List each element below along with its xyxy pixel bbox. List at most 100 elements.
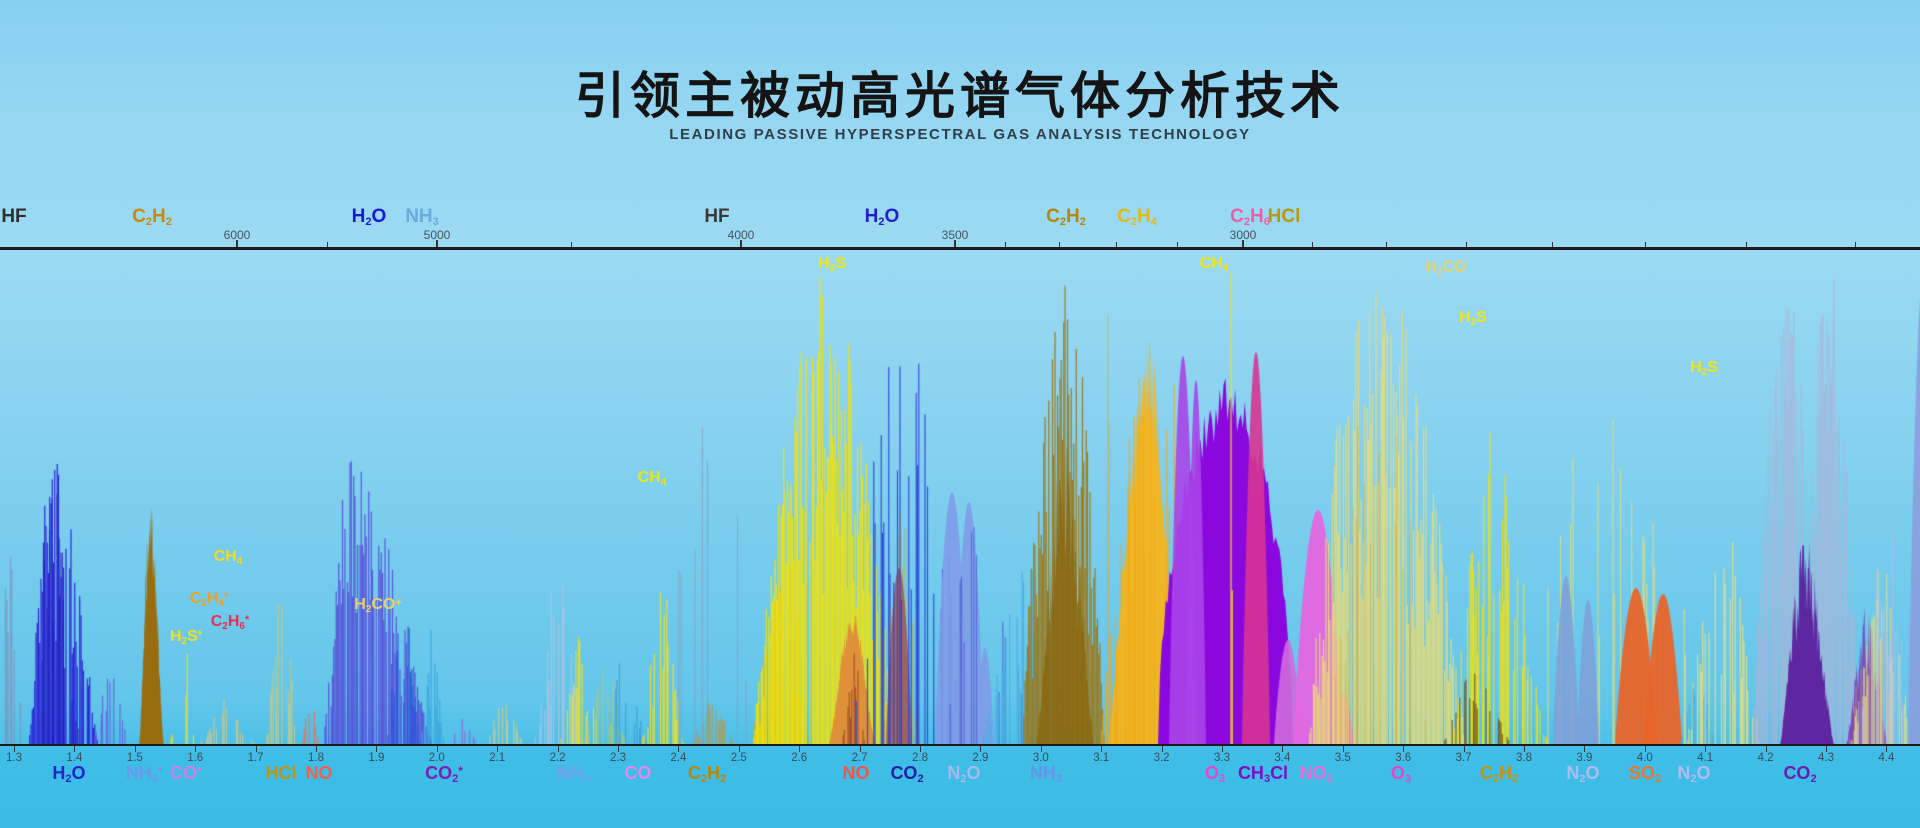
- top-gas-label-H2O: H2O: [351, 206, 387, 228]
- wavelength-label-3.5: 3.5: [1334, 752, 1351, 764]
- bottom-gas-label-CO2*: CO2*: [425, 763, 463, 785]
- spectra-canvas: [0, 249, 1920, 747]
- page-subtitle: LEADING PASSIVE HYPERSPECTRAL GAS ANALYS…: [669, 126, 1251, 143]
- wavelength-tick-2.0: [436, 746, 438, 752]
- wavenumber-tick-4000: [740, 240, 742, 247]
- wavenumber-minor-tick: [1005, 242, 1006, 247]
- bottom-gas-label-SO2: SO2: [1628, 763, 1662, 785]
- wavelength-tick-3.5: [1342, 746, 1344, 752]
- wavenumber-minor-tick: [571, 242, 572, 247]
- plot-gas-label-C2H4*: C2H4*: [189, 590, 229, 609]
- bottom-gas-label-C2H2: C2H2: [1479, 763, 1519, 785]
- wavelength-label-2.5: 2.5: [730, 752, 747, 764]
- wavenumber-label-4000: 4000: [727, 228, 755, 242]
- wavelength-label-3.7: 3.7: [1455, 752, 1472, 764]
- wavelength-label-3.8: 3.8: [1516, 752, 1532, 764]
- plot-gas-label-H2S: H2S: [1459, 309, 1487, 328]
- bottom-gas-label-CO*: CO*: [170, 763, 202, 783]
- top-gas-label-HCl: HCl: [1267, 206, 1301, 227]
- wavenumber-minor-tick: [1645, 242, 1646, 247]
- wavenumber-minor-tick: [1059, 242, 1060, 247]
- bottom-gas-label-N2O: N2O: [947, 763, 981, 785]
- top-gas-label-C2H2: C2H2: [132, 206, 172, 228]
- wavelength-tick-2.4: [678, 746, 680, 752]
- wavelength-label-2.4: 2.4: [670, 752, 687, 764]
- top-gas-label-NH3: NH3: [405, 206, 439, 228]
- bottom-gas-label-N2O: N2O: [1677, 763, 1711, 785]
- wavenumber-label-3000: 3000: [1229, 228, 1257, 242]
- bottom-gas-label-O3: O3: [1390, 763, 1412, 785]
- wavenumber-minor-tick: [1116, 242, 1117, 247]
- wavenumber-tick-3000: [1242, 240, 1244, 247]
- wavelength-tick-1.8: [316, 746, 317, 752]
- top-gas-label-H2O: H2O: [864, 206, 900, 228]
- wavelength-label-2.2: 2.2: [549, 752, 566, 764]
- wavenumber-minor-tick: [1746, 242, 1747, 247]
- wavelength-tick-2.8: [920, 746, 921, 752]
- wavelength-label-2.8: 2.8: [912, 752, 928, 764]
- wavelength-label-1.4: 1.4: [66, 752, 83, 764]
- wavelength-tick-3.4: [1282, 746, 1284, 752]
- top-gas-label-C2H2: C2H2: [1046, 206, 1086, 228]
- wavelength-tick-4.2: [1765, 746, 1767, 752]
- wavenumber-tick-3500: [954, 240, 956, 247]
- bottom-gas-label-CH3Cl: CH3Cl: [1237, 763, 1289, 785]
- wavelength-label-2.0: 2.0: [428, 752, 445, 764]
- bottom-gas-label-CO2: CO2: [1783, 763, 1817, 785]
- wavelength-label-2.6: 2.6: [791, 752, 808, 764]
- plot-gas-label-CH4: CH4: [213, 548, 243, 567]
- wavelength-tick-3.6: [1403, 746, 1405, 752]
- wavenumber-label-6000: 6000: [223, 228, 251, 242]
- wavelength-label-1.7: 1.7: [247, 752, 264, 764]
- wavelength-label-3.2: 3.2: [1153, 752, 1170, 764]
- wavelength-label-1.8: 1.8: [308, 752, 324, 764]
- wavelength-tick-1.9: [376, 746, 378, 752]
- bottom-gas-label-H2O: H2O: [52, 763, 86, 785]
- wavelength-tick-2.9: [980, 746, 982, 752]
- wavelength-tick-2.5: [738, 746, 740, 752]
- bottom-axis-line: [0, 744, 1920, 746]
- bottom-gas-label-CO: CO: [624, 763, 652, 783]
- bottom-gas-label-NH3*: NH3*: [125, 763, 163, 785]
- plot-gas-label-H2CO: H2CO: [1425, 259, 1467, 278]
- bottom-gas-label-N2O: N2O: [1566, 763, 1600, 785]
- bottom-gas-label-NO2: NO2: [1299, 763, 1333, 785]
- page-title: 引领主被动高光谱气体分析技术: [575, 68, 1345, 124]
- wavelength-tick-3.7: [1463, 746, 1465, 752]
- wavelength-tick-1.3: [14, 746, 15, 752]
- wavelength-tick-3.1: [1101, 746, 1103, 752]
- wavelength-tick-1.4: [74, 746, 76, 752]
- bottom-gas-label-NO: NO: [842, 763, 870, 783]
- wavelength-label-1.9: 1.9: [368, 752, 385, 764]
- wavenumber-minor-tick: [1552, 242, 1553, 247]
- wavelength-label-3.4: 3.4: [1274, 752, 1291, 764]
- plot-gas-label-C2H6*: C2H6*: [210, 613, 250, 632]
- bottom-gas-label-C2H2: C2H2: [687, 763, 727, 785]
- wavelength-tick-4.1: [1705, 746, 1707, 752]
- bottom-gas-label-CO2: CO2: [890, 763, 924, 785]
- wavenumber-minor-tick: [327, 242, 328, 247]
- plot-gas-label-H2S: H2S: [1690, 359, 1718, 378]
- wavelength-label-3.6: 3.6: [1395, 752, 1412, 764]
- wavelength-label-3.3: 3.3: [1214, 752, 1230, 764]
- wavelength-label-4.1: 4.1: [1697, 752, 1714, 764]
- wavenumber-minor-tick: [1466, 242, 1467, 247]
- wavelength-tick-2.1: [497, 746, 499, 752]
- wavenumber-label-5000: 5000: [423, 228, 451, 242]
- wavelength-label-2.9: 2.9: [972, 752, 989, 764]
- plot-gas-label-CH4: CH4: [637, 469, 667, 488]
- wavelength-tick-3.3: [1222, 746, 1223, 752]
- top-gas-label-C2H6: C2H6: [1230, 206, 1270, 228]
- wavelength-label-1.5: 1.5: [126, 752, 143, 764]
- bottom-gas-label-NH3: NH3: [1029, 763, 1063, 785]
- wavelength-tick-1.7: [255, 746, 257, 752]
- plot-gas-label-CH4: CH4: [1199, 255, 1229, 274]
- plot-gas-label-H2CO+: H2CO+: [354, 596, 402, 615]
- wavelength-label-2.1: 2.1: [489, 752, 506, 764]
- wavenumber-minor-tick: [1855, 242, 1856, 247]
- wavelength-label-4.4: 4.4: [1878, 752, 1895, 764]
- wavelength-tick-3.8: [1524, 746, 1525, 752]
- bottom-gas-label-HCl: HCl: [265, 763, 297, 783]
- wavelength-tick-3.2: [1161, 746, 1163, 752]
